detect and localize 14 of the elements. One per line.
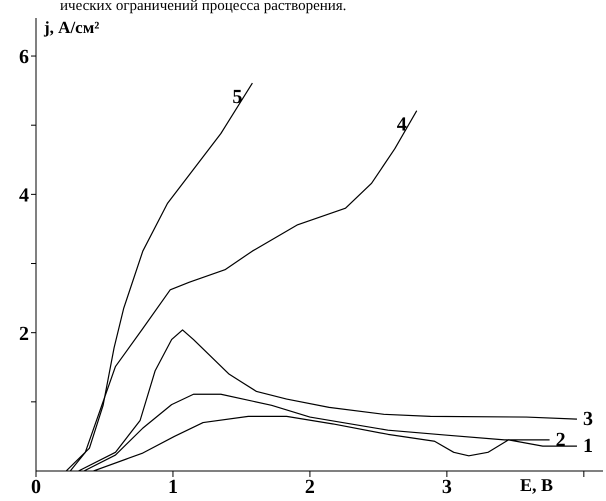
x-tick-label: 1 (168, 476, 178, 498)
series-label: 4 (396, 114, 407, 136)
series-label: 3 (582, 408, 593, 430)
y-axis-title: j, А/см² (44, 18, 100, 38)
series-label: 5 (232, 86, 242, 108)
text: ических ограничений процесса растворения. (60, 0, 346, 15)
x-tick-label: 0 (31, 476, 41, 498)
y-tick-label: 2 (19, 322, 29, 345)
x-axis-title: E, В (520, 474, 554, 496)
y-tick-label: 4 (19, 184, 29, 206)
x-tick-label: 3 (442, 476, 452, 498)
x-tick-label: 2 (304, 476, 315, 498)
series-label: 1 (582, 435, 593, 458)
y-tick-label: 6 (19, 46, 29, 68)
